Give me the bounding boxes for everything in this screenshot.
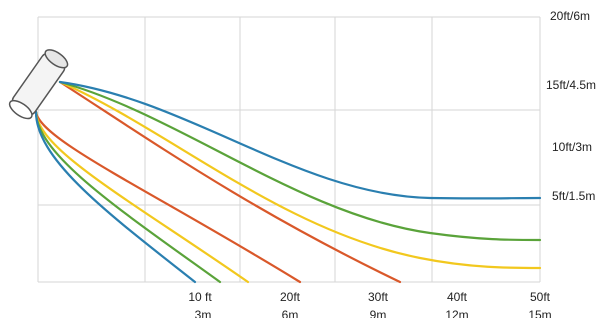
grid bbox=[38, 17, 540, 282]
spray-diagram: 20ft/6m 15ft/4.5m 10ft/3m 5ft/1.5m 10 ft… bbox=[0, 0, 604, 318]
y-label: 5ft/1.5m bbox=[552, 189, 595, 203]
spray-curve bbox=[36, 112, 195, 282]
spray-curve bbox=[60, 82, 400, 282]
y-label: 10ft/3m bbox=[552, 140, 592, 154]
x-label: 12m bbox=[445, 308, 468, 318]
x-label: 20ft bbox=[280, 290, 301, 304]
x-label: 40ft bbox=[447, 290, 468, 304]
y-label: 20ft/6m bbox=[550, 9, 590, 23]
x-label: 6m bbox=[282, 308, 299, 318]
x-label: 30ft bbox=[368, 290, 389, 304]
x-label: 3m bbox=[195, 308, 212, 318]
upper-spray bbox=[60, 82, 540, 282]
spray-curve bbox=[36, 112, 300, 282]
spray-curve bbox=[36, 112, 248, 282]
x-label: 50ft bbox=[530, 290, 551, 304]
y-label: 15ft/4.5m bbox=[546, 78, 596, 92]
x-label: 9m bbox=[370, 308, 387, 318]
x-label: 15m bbox=[528, 308, 551, 318]
spray-curve bbox=[60, 82, 540, 198]
lower-spray bbox=[36, 112, 300, 282]
nozzle bbox=[7, 46, 71, 122]
x-labels: 10 ft 3m 20ft 6m 30ft 9m 40ft 12m 50ft 1… bbox=[188, 290, 551, 318]
x-label: 10 ft bbox=[188, 290, 212, 304]
y-labels: 20ft/6m 15ft/4.5m 10ft/3m 5ft/1.5m bbox=[546, 9, 596, 203]
